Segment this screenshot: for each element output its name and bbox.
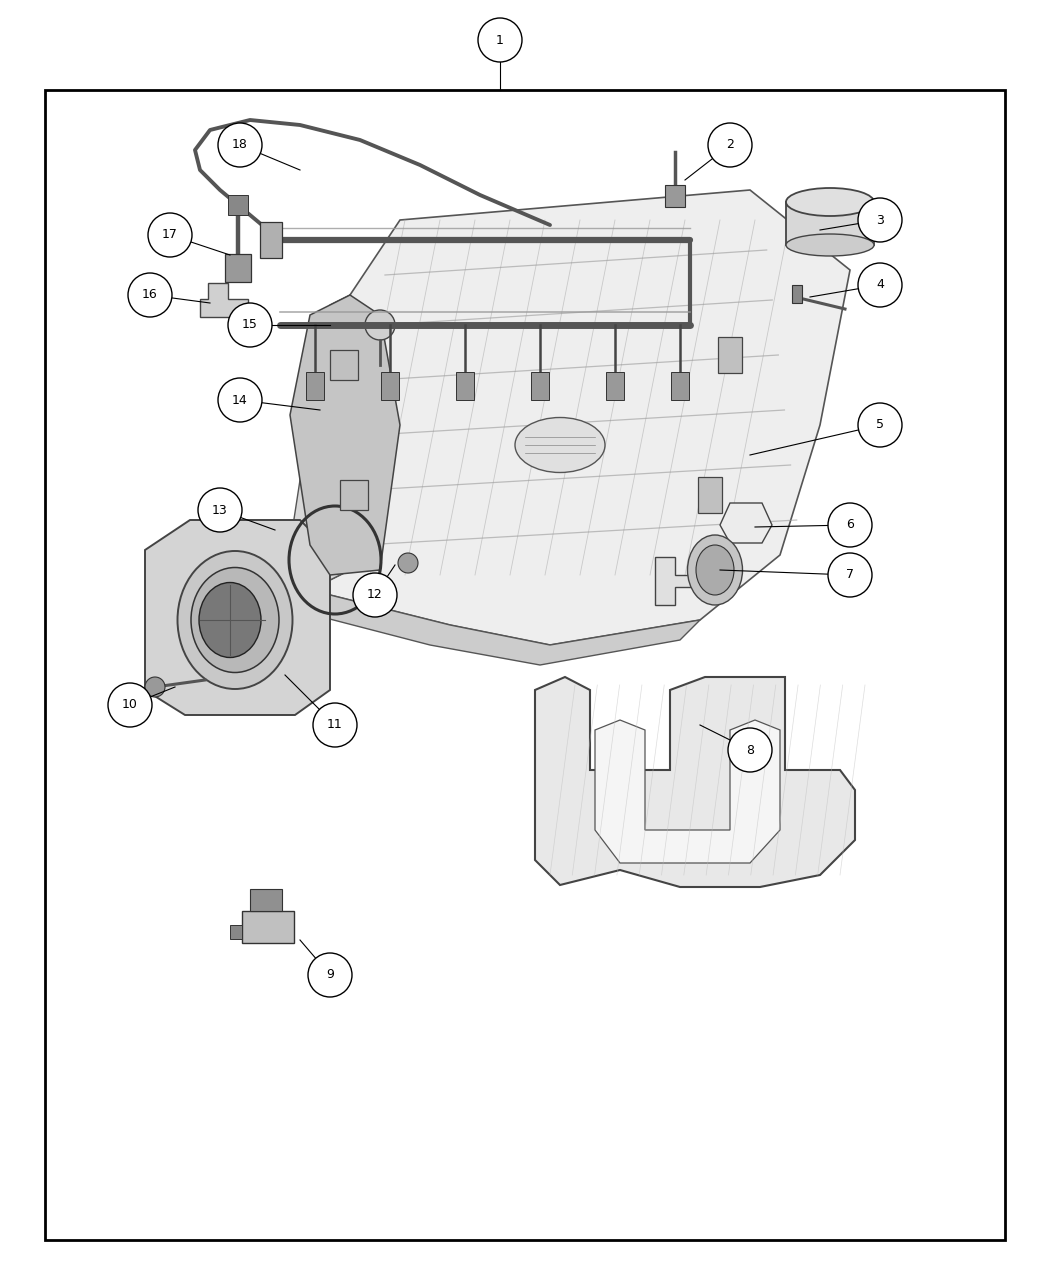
- Text: 1: 1: [496, 33, 504, 46]
- Polygon shape: [720, 504, 772, 543]
- Polygon shape: [310, 190, 851, 645]
- Bar: [671, 372, 689, 400]
- Ellipse shape: [514, 417, 605, 473]
- Text: 2: 2: [726, 139, 734, 152]
- Text: 8: 8: [746, 743, 754, 756]
- Circle shape: [108, 683, 152, 727]
- Bar: [340, 479, 367, 510]
- Ellipse shape: [365, 310, 395, 340]
- Text: 14: 14: [232, 394, 248, 407]
- Text: 11: 11: [328, 719, 343, 732]
- Circle shape: [353, 572, 397, 617]
- Bar: [250, 889, 282, 912]
- Ellipse shape: [191, 567, 279, 672]
- Bar: [531, 372, 549, 400]
- Circle shape: [828, 553, 872, 597]
- Bar: [225, 254, 251, 282]
- Text: 4: 4: [876, 278, 884, 292]
- Bar: [718, 337, 742, 374]
- Circle shape: [228, 303, 272, 347]
- Circle shape: [708, 122, 752, 167]
- Text: 15: 15: [243, 319, 258, 332]
- Circle shape: [398, 553, 418, 572]
- Text: 12: 12: [368, 589, 383, 602]
- Text: 5: 5: [876, 418, 884, 431]
- Text: 17: 17: [162, 228, 177, 241]
- Polygon shape: [290, 295, 370, 590]
- Bar: [306, 372, 324, 400]
- Circle shape: [728, 728, 772, 771]
- Bar: [606, 372, 624, 400]
- Text: 7: 7: [846, 569, 854, 581]
- Circle shape: [858, 198, 902, 242]
- Polygon shape: [655, 557, 724, 606]
- Text: 13: 13: [212, 504, 228, 516]
- Polygon shape: [200, 283, 248, 317]
- Ellipse shape: [177, 551, 293, 688]
- Bar: [786, 201, 874, 245]
- Bar: [242, 912, 294, 944]
- Circle shape: [128, 273, 172, 317]
- Text: 10: 10: [122, 699, 138, 711]
- Text: 16: 16: [142, 288, 157, 301]
- Circle shape: [308, 952, 352, 997]
- Circle shape: [148, 213, 192, 258]
- Circle shape: [478, 18, 522, 62]
- Bar: [698, 477, 722, 513]
- Ellipse shape: [786, 235, 874, 256]
- Bar: [456, 372, 474, 400]
- Bar: [381, 372, 399, 400]
- Circle shape: [218, 122, 262, 167]
- Polygon shape: [295, 590, 700, 666]
- Bar: [230, 924, 242, 938]
- Bar: [330, 351, 358, 380]
- Polygon shape: [536, 677, 855, 887]
- Polygon shape: [595, 720, 780, 863]
- Circle shape: [145, 677, 165, 697]
- Circle shape: [858, 263, 902, 307]
- Circle shape: [198, 488, 242, 532]
- Circle shape: [218, 377, 262, 422]
- Text: 3: 3: [876, 213, 884, 227]
- Bar: [260, 222, 282, 258]
- Polygon shape: [290, 295, 400, 575]
- Circle shape: [313, 703, 357, 747]
- Circle shape: [828, 504, 872, 547]
- Bar: [665, 185, 685, 207]
- Text: 9: 9: [327, 969, 334, 982]
- Bar: [792, 286, 802, 303]
- Ellipse shape: [696, 544, 734, 595]
- Ellipse shape: [200, 583, 261, 658]
- Ellipse shape: [786, 187, 874, 215]
- Polygon shape: [145, 520, 330, 715]
- Bar: [228, 195, 248, 215]
- Text: 18: 18: [232, 139, 248, 152]
- Ellipse shape: [688, 536, 742, 606]
- Circle shape: [858, 403, 902, 448]
- Text: 6: 6: [846, 519, 854, 532]
